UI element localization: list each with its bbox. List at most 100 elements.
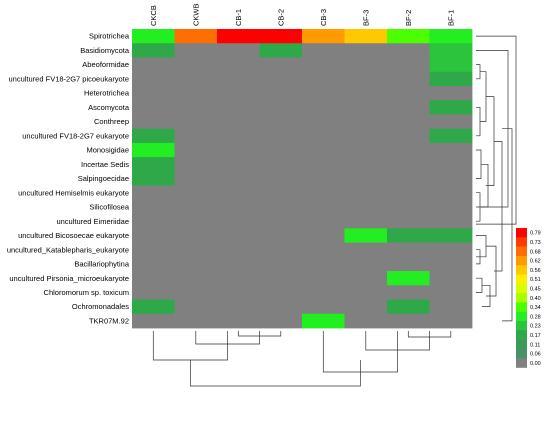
legend-tick-label: 0.62: [530, 259, 541, 265]
heatmap-cell: [387, 128, 430, 144]
heatmap-cell: [259, 29, 303, 44]
heatmap-cell: [132, 256, 175, 272]
legend-swatch: [516, 237, 527, 247]
heatmap-cell: [259, 114, 303, 130]
row-label: uncultured Eimeriidae: [56, 217, 129, 226]
heatmap-cell: [217, 71, 260, 87]
heatmap-cell: [387, 100, 430, 115]
legend-tick-label: 0.73: [530, 240, 541, 246]
row-label: Chloromorum sp. toxicum: [44, 288, 129, 297]
heatmap-cell: [132, 71, 175, 87]
heatmap-cell: [259, 271, 303, 286]
heatmap-cell: [174, 29, 218, 44]
heatmap-cell: [429, 256, 473, 272]
heatmap-cell: [174, 157, 218, 172]
heatmap-cell: [344, 114, 388, 130]
heatmap-cell: [174, 199, 218, 215]
legend-swatch: [516, 293, 527, 303]
heatmap-cell: [387, 185, 430, 201]
legend-swatch: [516, 348, 527, 359]
row-dendrogram: [476, 35, 517, 322]
heatmap-cell: [132, 242, 175, 258]
heatmap-cell: [174, 171, 218, 187]
heatmap-cell: [174, 214, 218, 229]
heatmap-cell: [429, 157, 473, 172]
heatmap-cell: [302, 43, 345, 58]
heatmap-cell: [259, 100, 303, 115]
heatmap-cell: [132, 199, 175, 215]
heatmap-cell: [302, 85, 345, 101]
heatmap-cell: [132, 157, 175, 172]
heatmap-cell: [302, 100, 345, 115]
legend-swatch: [516, 358, 527, 368]
legend-swatch: [516, 274, 527, 285]
legend-swatch: [516, 246, 527, 257]
heatmap-cell: [429, 29, 473, 44]
heatmap-cell: [344, 285, 388, 300]
row-label: Incertae Sedis: [81, 160, 129, 169]
heatmap-cell: [259, 142, 303, 158]
heatmap-cell: [302, 313, 345, 329]
row-dendrogram-branch: [476, 235, 487, 258]
legend-tick-label: 0.28: [530, 314, 541, 320]
legend-tick-label: 0.56: [530, 268, 541, 274]
heatmap-cell: [302, 299, 345, 315]
legend-swatch: [516, 311, 527, 322]
row-dendrogram-branch: [476, 35, 517, 225]
heatmap-cell: [132, 285, 175, 300]
row-dendrogram-branch: [476, 149, 482, 179]
heatmap-cell: [217, 43, 260, 58]
row-dendrogram-branch: [480, 71, 487, 122]
heatmap-cell: [302, 157, 345, 172]
heatmap-cell: [217, 100, 260, 115]
heatmap-cell: [429, 242, 473, 258]
heatmap-cell: [217, 299, 260, 315]
heatmap-cell: [174, 85, 218, 101]
heatmap-cell: [132, 228, 175, 243]
heatmap-cell: [344, 242, 388, 258]
legend-swatch: [516, 283, 527, 294]
heatmap-cell: [259, 171, 303, 187]
heatmap-cell: [217, 242, 260, 258]
heatmap-cell: [429, 299, 473, 315]
heatmap-cell: [344, 57, 388, 73]
heatmap-cell: [259, 85, 303, 101]
heatmap-cell: [217, 185, 260, 201]
row-dendrogram-branch: [476, 277, 483, 293]
heatmap-cell: [387, 199, 430, 215]
heatmap-cell: [387, 299, 430, 315]
legend-tick-label: 0.11: [530, 342, 540, 348]
legend-tick-label: 0.17: [530, 333, 541, 339]
heatmap-cell: [387, 29, 430, 44]
heatmap-cell: [429, 313, 473, 329]
heatmap-cell: [259, 185, 303, 201]
heatmap-cell: [132, 271, 175, 286]
legend-swatch: [516, 302, 527, 312]
legend-tick-label: 0.51: [530, 277, 541, 283]
heatmap-cell: [259, 199, 303, 215]
heatmap-cell: [344, 171, 388, 187]
row-dendrogram-branch: [476, 106, 481, 137]
heatmap-cell: [429, 271, 473, 286]
heatmap-cell: [217, 57, 260, 73]
row-dendrogram-branch: [476, 64, 481, 80]
heatmap-cell: [132, 313, 175, 329]
column-label: BF-3: [361, 10, 370, 26]
heatmap-cell: [387, 85, 430, 101]
heatmap-cell: [387, 313, 430, 329]
heatmap-cell: [259, 256, 303, 272]
heatmap-cell: [387, 242, 430, 258]
row-label: uncultured Bicosoecae eukaryote: [18, 231, 129, 240]
heatmap-cell: [174, 57, 218, 73]
heatmap-cell: [174, 185, 218, 201]
heatmap-cell: [344, 185, 388, 201]
heatmap-cell: [387, 256, 430, 272]
row-label: Heterotrichea: [84, 89, 130, 98]
heatmap-cell: [387, 271, 430, 286]
heatmap-cell: [132, 29, 175, 44]
row-label: Ascomycota: [88, 103, 130, 112]
heatmap-cell: [429, 214, 473, 229]
heatmap-cell: [387, 214, 430, 229]
heatmap-cell: [429, 57, 473, 73]
